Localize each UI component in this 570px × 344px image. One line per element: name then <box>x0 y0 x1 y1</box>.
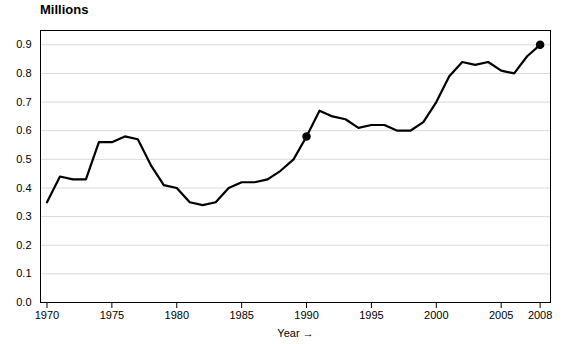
svg-text:1975: 1975 <box>100 309 124 321</box>
svg-text:1995: 1995 <box>359 309 383 321</box>
svg-text:0.2: 0.2 <box>16 239 31 251</box>
svg-text:0.6: 0.6 <box>16 124 31 136</box>
svg-text:Year →: Year → <box>277 327 313 339</box>
svg-text:0.1: 0.1 <box>16 267 31 279</box>
svg-text:1970: 1970 <box>35 309 59 321</box>
svg-text:0.8: 0.8 <box>16 67 31 79</box>
svg-text:0.5: 0.5 <box>16 153 31 165</box>
svg-text:1990: 1990 <box>294 309 318 321</box>
svg-text:1980: 1980 <box>165 309 189 321</box>
svg-text:0.0: 0.0 <box>16 296 31 308</box>
svg-text:2005: 2005 <box>489 309 513 321</box>
html-text:Millions: Millions <box>40 2 89 17</box>
svg-text:1985: 1985 <box>229 309 253 321</box>
svg-text:0.9: 0.9 <box>16 38 31 50</box>
svg-text:0.4: 0.4 <box>16 181 31 193</box>
svg-text:2008: 2008 <box>528 309 552 321</box>
svg-text:0.3: 0.3 <box>16 210 31 222</box>
svg-text:0.7: 0.7 <box>16 96 31 108</box>
svg-text:2000: 2000 <box>424 309 448 321</box>
